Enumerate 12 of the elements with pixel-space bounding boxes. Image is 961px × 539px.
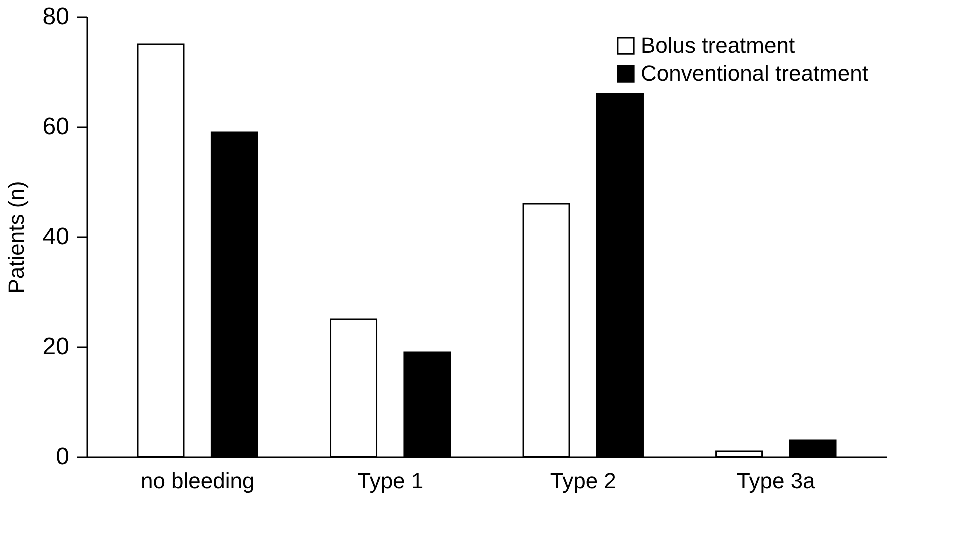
legend-label: Bolus treatment (641, 33, 796, 58)
y-tick-label: 0 (56, 444, 70, 470)
y-tick-label: 20 (42, 334, 70, 360)
y-axis-title: Patients (n) (4, 181, 29, 294)
x-tick-label: Type 2 (550, 468, 616, 494)
y-tick-label: 40 (42, 224, 70, 250)
legend-label: Conventional treatment (641, 61, 868, 86)
x-tick-label: no bleeding (140, 468, 255, 494)
y-tick-label: 80 (42, 4, 70, 30)
x-tick-label: Type 3a (737, 468, 816, 494)
x-tick-label: Type 1 (358, 468, 424, 494)
y-tick-label: 60 (42, 114, 70, 140)
